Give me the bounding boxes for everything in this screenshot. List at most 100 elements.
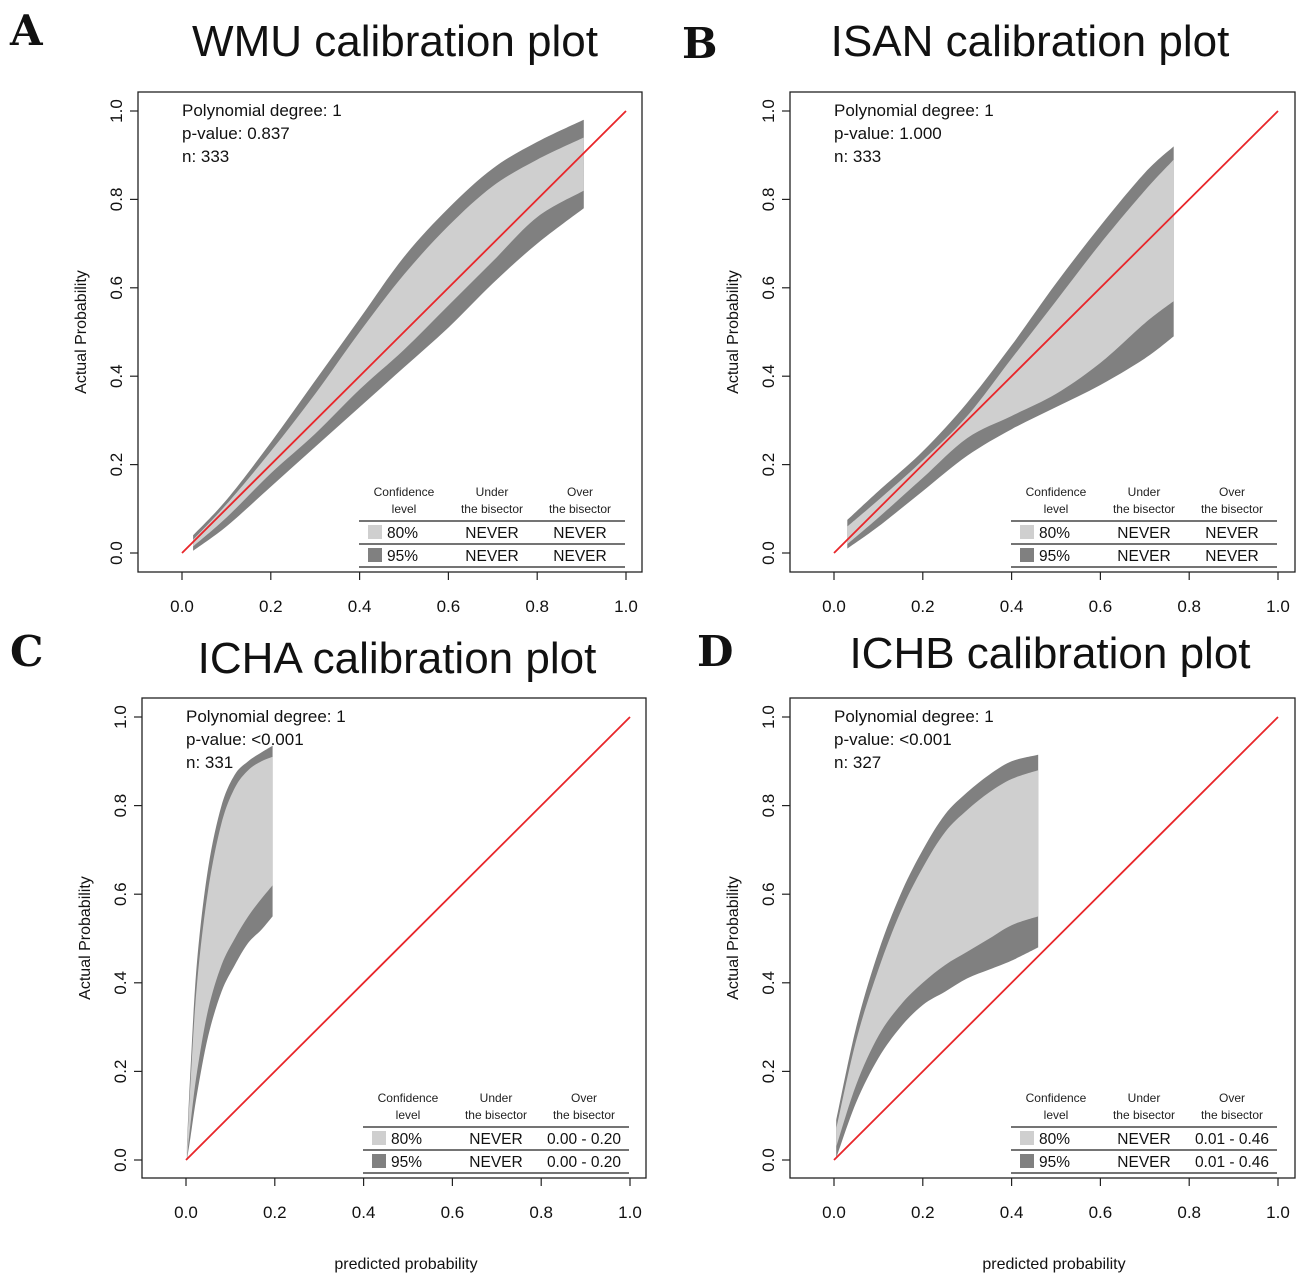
legend-under: NEVER xyxy=(469,1131,522,1148)
y-tick-label: 0.4 xyxy=(107,364,126,388)
y-axis-label: Actual Probability xyxy=(725,876,742,1000)
info-line: Polynomial degree: 1 xyxy=(186,707,346,726)
y-tick-label: 0.0 xyxy=(111,1148,130,1172)
legend-swatch xyxy=(1020,525,1034,539)
y-tick-label: 1.0 xyxy=(759,99,778,123)
y-tick-label: 0.8 xyxy=(111,794,130,818)
plot-frame xyxy=(137,91,643,573)
legend-swatch xyxy=(372,1131,386,1145)
calibration-panel-c: C ICHA calibration plot 0.0 0.2 0.4 0.6 0.8 1.0… xyxy=(10,627,647,1273)
y-tick-label: 0.2 xyxy=(759,1060,778,1084)
x-tick-label: 0.2 xyxy=(911,597,935,616)
legend-over: NEVER xyxy=(1205,548,1258,565)
legend-header: Confidence xyxy=(374,485,435,499)
y-tick-label: 0.0 xyxy=(107,541,126,565)
legend-header: the bisector xyxy=(461,502,523,516)
x-tick-label: 0.2 xyxy=(263,1203,287,1222)
legend-header: level xyxy=(392,502,417,516)
bisector-line xyxy=(833,110,1279,554)
legend-header: level xyxy=(1044,1108,1069,1122)
x-tick-label: 0.4 xyxy=(352,1203,376,1222)
x-tick-label: 1.0 xyxy=(1266,1203,1290,1222)
y-tick-label: 1.0 xyxy=(107,99,126,123)
legend-header: Under xyxy=(476,485,509,499)
panel-letter: B xyxy=(682,19,718,68)
legend-under: NEVER xyxy=(1117,1154,1170,1171)
panel-letter: C xyxy=(10,627,43,676)
x-tick-label: 0.2 xyxy=(259,597,283,616)
y-axis-label: Actual Probability xyxy=(77,876,94,1000)
y-tick-label: 0.6 xyxy=(111,882,130,906)
legend-over: 0.00 - 0.20 xyxy=(547,1154,621,1171)
chart-title: WMU calibration plot xyxy=(192,17,598,66)
plot-frame xyxy=(789,91,1296,573)
x-tick-label: 0.6 xyxy=(441,1203,465,1222)
y-tick-label: 0.8 xyxy=(759,794,778,818)
plot-frame xyxy=(789,697,1296,1179)
legend-level: 95% xyxy=(1039,548,1070,565)
y-tick-label: 0.8 xyxy=(759,188,778,212)
y-tick-label: 0.2 xyxy=(107,453,126,477)
x-tick-label: 0.0 xyxy=(822,597,846,616)
legend-header: Over xyxy=(571,1091,597,1105)
legend-header: Over xyxy=(1219,1091,1245,1105)
legend-level: 95% xyxy=(387,548,418,565)
legend-swatch xyxy=(1020,1154,1034,1168)
legend-header: Under xyxy=(1128,485,1161,499)
legend-header: the bisector xyxy=(1113,502,1175,516)
legend-level: 95% xyxy=(1039,1154,1070,1171)
legend-header: the bisector xyxy=(465,1108,527,1122)
legend-under: NEVER xyxy=(1117,548,1170,565)
legend-header: Over xyxy=(1219,485,1245,499)
x-tick-label: 0.6 xyxy=(437,597,461,616)
legend-over: 0.00 - 0.20 xyxy=(547,1131,621,1148)
legend-under: NEVER xyxy=(469,1154,522,1171)
legend-level: 80% xyxy=(1039,1131,1070,1148)
legend-header: the bisector xyxy=(1201,502,1263,516)
x-tick-label: 0.2 xyxy=(911,1203,935,1222)
y-tick-label: 0.2 xyxy=(111,1060,130,1084)
legend-header: Confidence xyxy=(1026,1091,1087,1105)
info-line: p-value: <0.001 xyxy=(186,730,304,749)
x-tick-label: 0.4 xyxy=(348,597,372,616)
y-tick-label: 1.0 xyxy=(759,705,778,729)
legend-header: the bisector xyxy=(549,502,611,516)
legend-level: 80% xyxy=(391,1131,422,1148)
info-line: Polynomial degree: 1 xyxy=(834,101,994,120)
legend-swatch xyxy=(1020,548,1034,562)
bisector-line xyxy=(181,110,627,554)
y-tick-label: 0.0 xyxy=(759,541,778,565)
legend-header: Under xyxy=(1128,1091,1161,1105)
info-line: p-value: 1.000 xyxy=(834,124,942,143)
y-tick-label: 0.4 xyxy=(759,971,778,995)
bisector-line xyxy=(185,716,631,1161)
panel-letter: D xyxy=(697,627,733,676)
y-tick-label: 1.0 xyxy=(111,705,130,729)
panel-letter: A xyxy=(9,6,44,55)
y-tick-label: 0.4 xyxy=(111,971,130,995)
legend-swatch xyxy=(372,1154,386,1168)
x-tick-label: 0.0 xyxy=(174,1203,198,1222)
x-tick-label: 0.4 xyxy=(1000,1203,1024,1222)
x-tick-label: 0.8 xyxy=(529,1203,553,1222)
confidence-band-80 xyxy=(847,159,1174,545)
info-line: p-value: <0.001 xyxy=(834,730,952,749)
legend-level: 80% xyxy=(1039,525,1070,542)
legend-under: NEVER xyxy=(465,548,518,565)
confidence-band-80 xyxy=(186,756,273,1158)
legend-over: NEVER xyxy=(1205,525,1258,542)
x-tick-label: 1.0 xyxy=(614,597,638,616)
info-line: Polynomial degree: 1 xyxy=(834,707,994,726)
bisector-line xyxy=(833,716,1279,1161)
info-line: p-value: 0.837 xyxy=(182,124,290,143)
info-line: n: 333 xyxy=(834,147,881,166)
x-tick-label: 0.8 xyxy=(1177,1203,1201,1222)
y-tick-label: 0.6 xyxy=(759,276,778,300)
legend-header: Under xyxy=(480,1091,513,1105)
legend-level: 95% xyxy=(391,1154,422,1171)
legend-over: NEVER xyxy=(553,548,606,565)
legend-header: Confidence xyxy=(378,1091,439,1105)
legend-header: the bisector xyxy=(1113,1108,1175,1122)
plot-frame xyxy=(141,697,647,1179)
legend-under: NEVER xyxy=(1117,525,1170,542)
